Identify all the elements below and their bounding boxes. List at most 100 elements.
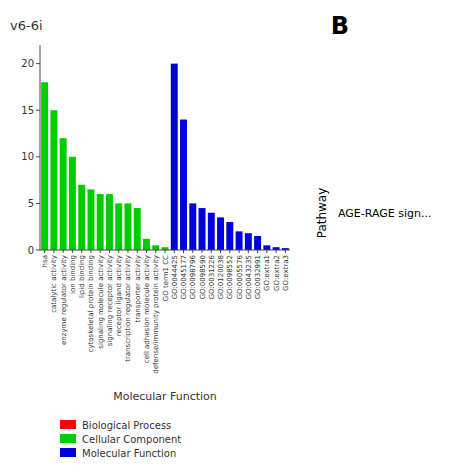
x-tick-label: GO:extra2 — [273, 255, 281, 291]
legend-label: Cellular Component — [82, 434, 181, 445]
y-tick-label: 0 — [28, 245, 34, 256]
x-tick-label: GO:extra1 — [263, 255, 271, 291]
x-tick — [146, 250, 147, 253]
legend-label: Molecular Function — [82, 448, 176, 459]
bar — [60, 138, 67, 250]
bar — [143, 239, 150, 250]
x-tick — [127, 250, 128, 253]
x-tick-label: GO term1 CC — [162, 255, 170, 301]
x-tick — [165, 250, 166, 253]
x-tick-label: lipid binding — [78, 255, 86, 298]
y-tick — [36, 156, 40, 157]
x-tick-label: defense/immunity protein activity — [152, 255, 160, 374]
x-tick-label: transporter activity — [134, 255, 142, 323]
bar — [41, 82, 48, 250]
x-tick — [276, 250, 277, 253]
bar — [152, 245, 159, 250]
x-tick-label: GO:0098796 — [189, 254, 197, 299]
bar — [180, 120, 187, 250]
y-tick — [36, 203, 40, 204]
x-tick-label: GO:0098552 — [226, 255, 234, 299]
y-tick — [36, 63, 40, 64]
y-tick — [36, 250, 40, 251]
x-tick — [90, 250, 91, 253]
x-tick — [183, 250, 184, 253]
bars — [41, 64, 289, 250]
x-tick — [220, 250, 221, 253]
x-tick-label: GO:0005576 — [236, 254, 244, 299]
bar — [97, 194, 104, 250]
x-tick-label: catalytic activity — [50, 255, 58, 313]
x-tick — [211, 250, 212, 253]
x-tick — [81, 250, 82, 253]
x-tick-label: GO:0031226 — [208, 254, 216, 299]
x-tick-label: cell adhesion molecule activity — [143, 255, 151, 363]
bar — [69, 157, 76, 250]
bar — [124, 203, 131, 250]
y-tick-label: 20 — [21, 58, 34, 69]
x-tick-label: GO:0043235 — [245, 255, 253, 299]
x-tick — [72, 250, 73, 253]
x-tick — [137, 250, 138, 253]
x-tick — [44, 250, 45, 253]
x-tick — [63, 250, 64, 253]
y-tick — [36, 110, 40, 111]
x-tick-label: GO:0032991 — [254, 255, 262, 299]
legend-swatch — [60, 420, 76, 429]
x-tick — [229, 250, 230, 253]
bar — [226, 222, 233, 250]
chart: v6-6i05101520hsacatalytic activityenzyme… — [0, 0, 474, 474]
bar — [189, 203, 196, 250]
legend-swatch — [60, 434, 76, 443]
legend: Biological Process Cellular Component Mole… — [60, 420, 181, 459]
x-tick — [155, 250, 156, 253]
bar — [245, 233, 252, 250]
bar — [87, 189, 94, 250]
title: v6-6i — [10, 18, 43, 33]
x-tick — [174, 250, 175, 253]
x-tick-label: ion binding — [69, 255, 77, 294]
x-tick — [192, 250, 193, 253]
bar — [78, 185, 85, 250]
annotation: AGE-RAGE sign... — [338, 207, 432, 220]
bar — [263, 245, 270, 250]
x-tick-label: cytoskeletal protein binding — [87, 255, 95, 352]
y-tick-label: 10 — [21, 151, 34, 162]
x-tick — [118, 250, 119, 253]
x-tick — [202, 250, 203, 253]
panel-label: B — [331, 12, 349, 40]
x-tick-label: transcription regulator activity — [124, 255, 132, 362]
x-tick-label: hsa — [41, 255, 49, 267]
bar — [217, 217, 224, 250]
y-tick-label: 15 — [21, 105, 34, 116]
x-tick — [285, 250, 286, 253]
x-tick-label: GO:0120038 — [217, 255, 225, 299]
legend-swatch — [60, 448, 76, 457]
x-tick-label: GO:0045177 — [180, 255, 188, 299]
bar — [50, 110, 57, 250]
x-tick-label: signaling receptor activity — [106, 255, 114, 346]
x-tick — [257, 250, 258, 253]
x-tick — [100, 250, 101, 253]
bar — [236, 231, 243, 250]
x-tick-label: signaling molecule activity — [97, 255, 105, 349]
bar — [254, 236, 261, 250]
x-tick — [239, 250, 240, 253]
x-tick-label: GO:0098590 — [199, 255, 207, 299]
x-tick — [248, 250, 249, 253]
bar — [199, 208, 206, 250]
x-tick-label: GO:0044425 — [171, 255, 179, 299]
bar — [115, 203, 122, 250]
bar — [208, 213, 215, 250]
y-axis — [40, 45, 41, 250]
y-tick-label: 5 — [28, 198, 34, 209]
x-tick — [109, 250, 110, 253]
legend-label: Biological Process — [82, 420, 171, 431]
bar — [106, 194, 113, 250]
x-tick-label: GO:extra3 — [282, 255, 290, 291]
x-tick — [53, 250, 54, 253]
bar — [134, 208, 141, 250]
annotation: Pathway — [315, 188, 329, 239]
x-tick — [266, 250, 267, 253]
bar — [171, 64, 178, 250]
